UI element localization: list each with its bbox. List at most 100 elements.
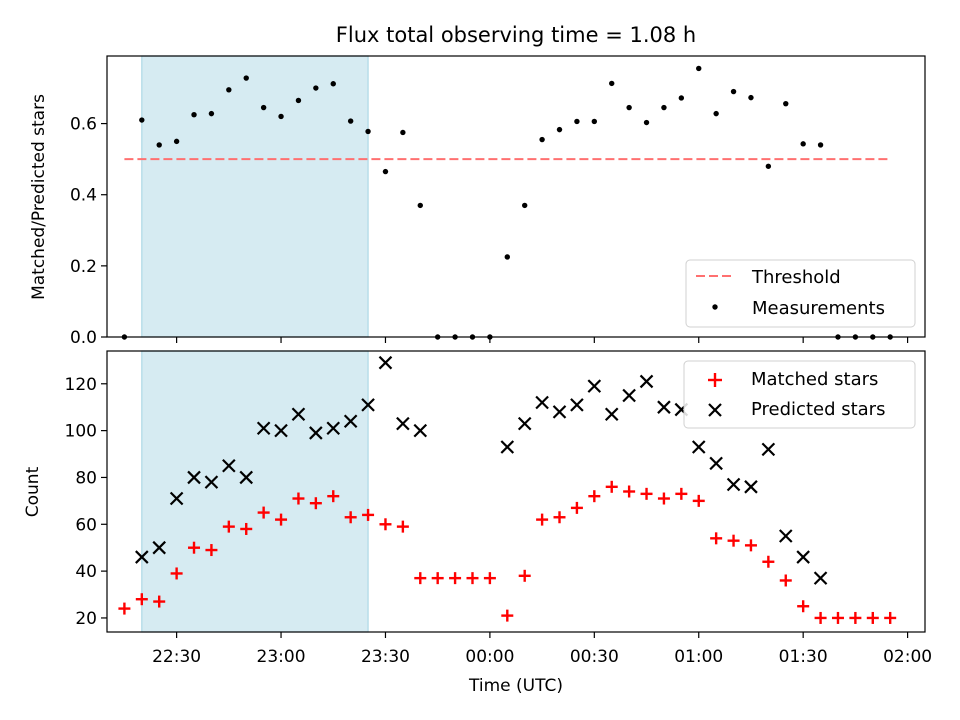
count-y-tick-label: 120 <box>65 375 97 395</box>
x-axis-label: Time (UTC) <box>468 676 563 696</box>
measurement-point <box>313 85 319 91</box>
measurement-point <box>556 126 563 133</box>
measurement-point <box>574 118 580 125</box>
legend-matched-swatch <box>708 373 722 387</box>
measurement-point <box>678 95 685 101</box>
predicted-star-point <box>256 421 271 436</box>
predicted-star-point <box>813 571 828 585</box>
measurement-point <box>504 254 510 260</box>
matched-star-point <box>327 490 340 503</box>
predicted-star-point <box>517 416 532 431</box>
measurement-point <box>139 117 145 123</box>
predicted-star-point <box>761 442 776 457</box>
count-x-tick-label: 00:00 <box>465 647 514 667</box>
matched-star-point <box>275 513 288 526</box>
predicted-star-point <box>500 440 515 454</box>
predicted-star-point <box>535 395 549 410</box>
predicted-star-point <box>222 458 236 473</box>
predicted-star-point <box>726 477 741 492</box>
predicted-star-point <box>396 416 410 431</box>
matched-star-point <box>188 541 201 554</box>
count-y-tick-label: 40 <box>75 562 97 582</box>
matched-star-point <box>153 595 166 608</box>
measurement-point <box>713 110 719 117</box>
measurement-point <box>817 142 824 148</box>
matched-star-point <box>344 511 357 524</box>
ratio-highlight-span <box>141 55 369 338</box>
measurement-point <box>400 129 406 136</box>
matched-star-point <box>257 506 270 519</box>
measurement-point <box>643 119 650 126</box>
measurement-point <box>173 138 180 145</box>
measurement-point <box>191 111 197 118</box>
predicted-star-point <box>326 421 341 436</box>
matched-star-point <box>518 569 531 582</box>
predicted-star-point <box>169 491 184 506</box>
matched-star-point <box>779 574 792 587</box>
ratio-legend: Threshold Measurements <box>685 259 916 328</box>
measurement-point <box>278 113 284 120</box>
predicted-star-point <box>274 423 288 438</box>
count-y-tick-label: 20 <box>75 609 97 629</box>
matched-star-point <box>240 522 253 535</box>
measurement-point <box>208 110 215 117</box>
predicted-star-point <box>152 540 166 555</box>
measurement-point <box>661 104 667 111</box>
matched-star-point <box>222 520 235 533</box>
count-x-tick-label: 23:00 <box>257 647 306 667</box>
matched-star-point <box>379 518 392 531</box>
measurement-point <box>591 118 598 125</box>
legend-matched-label: Matched stars <box>751 369 878 390</box>
count-panel: 20 40 60 80 100 120 22:30 23:00 23:30 00:00 00:30… <box>23 350 932 696</box>
matched-star-point <box>727 534 740 547</box>
measurement-point <box>226 87 232 93</box>
ratio-y-tick-label: 0.6 <box>70 115 97 135</box>
predicted-star-point <box>413 423 428 438</box>
count-highlight-span <box>141 350 369 633</box>
measurement-point <box>295 97 302 104</box>
measurement-point <box>539 136 545 143</box>
count-y-axis-label: Count <box>23 466 43 517</box>
count-x-tick-label: 23:30 <box>361 647 410 667</box>
predicted-star-point <box>135 550 149 564</box>
count-x-tick-label: 22:30 <box>152 647 201 667</box>
matched-star-point <box>570 501 583 514</box>
matched-star-point <box>692 494 705 507</box>
matched-star-point <box>309 497 322 510</box>
matched-star-point <box>362 508 375 521</box>
matched-star-point <box>501 609 514 622</box>
count-y-tick-label: 80 <box>75 468 97 488</box>
predicted-star-point <box>552 405 567 419</box>
matched-star-point <box>605 480 618 493</box>
matched-star-point <box>483 572 496 585</box>
measurement-point <box>626 104 632 111</box>
matched-star-point <box>536 513 549 526</box>
matched-star-point <box>831 611 844 624</box>
predicted-star-point <box>378 355 393 370</box>
measurement-point <box>609 80 615 87</box>
matched-star-point <box>588 490 601 503</box>
count-x-tick-label: 00:30 <box>570 647 619 667</box>
matched-star-point <box>170 567 183 580</box>
matched-star-point <box>623 485 636 498</box>
measurement-point <box>156 142 162 148</box>
matched-star-point <box>640 487 653 500</box>
measurement-point <box>330 81 336 87</box>
count-y-tick-label: 100 <box>65 422 97 442</box>
legend-threshold-label: Threshold <box>751 267 841 288</box>
chart-title: Flux total observing time = 1.08 h <box>336 23 696 47</box>
measurement-point <box>730 88 737 95</box>
predicted-star-point <box>361 398 375 412</box>
predicted-star-point <box>570 398 584 412</box>
ratio-y-tick-label: 0.2 <box>70 257 97 277</box>
matched-star-point <box>762 555 775 568</box>
matched-star-point <box>135 593 148 606</box>
count-legend: Matched stars Predicted stars <box>683 360 916 429</box>
predicted-star-point <box>587 379 602 393</box>
matched-star-point <box>710 532 723 545</box>
matched-star-point <box>657 492 670 505</box>
predicted-star-point <box>291 407 306 422</box>
matched-star-point <box>884 611 897 624</box>
matched-star-point <box>744 539 757 552</box>
